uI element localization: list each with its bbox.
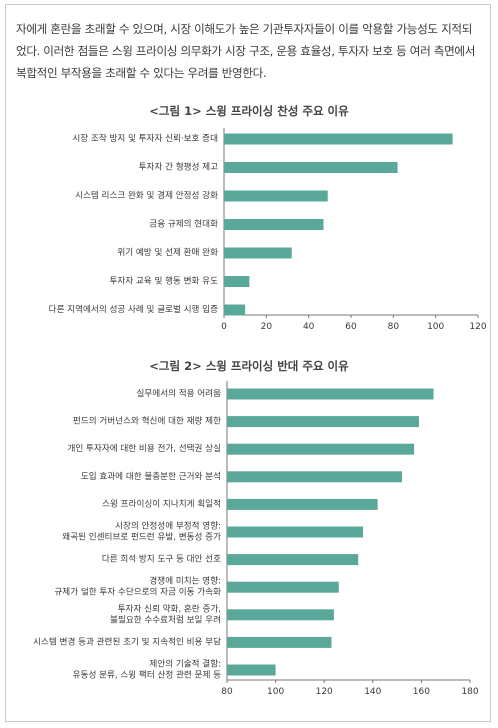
bar xyxy=(224,133,453,145)
x-tick-label: 60 xyxy=(345,322,357,332)
category-label: 경쟁에 미치는 영향: xyxy=(149,575,221,587)
bar xyxy=(227,526,364,538)
category-label: 유동성 분류, 스윙 팩터 산정 관련 문제 등 xyxy=(73,670,221,681)
x-tick-label: 120 xyxy=(469,322,486,332)
x-tick-label: 120 xyxy=(316,687,333,697)
intro-line: 었다. 이러한 점들은 스윙 프라이싱 의무화가 시장 구조, 운용 효율성, … xyxy=(16,44,476,58)
category-label: 다른 희석 방지 도구 등 대안 선호 xyxy=(102,553,221,565)
x-tick-label: 100 xyxy=(427,322,444,332)
bar xyxy=(227,471,402,483)
category-label: 투자자 교육 및 행동 변화 유도 xyxy=(109,275,218,287)
intro-line: 자에게 혼란을 초래할 수 있으며, 시장 이해도가 높은 기관투자자들이 이를… xyxy=(16,22,473,36)
category-label: 투자자 신뢰 약화, 혼란 증가, xyxy=(118,602,221,614)
intro-line: 복합적인 부작용을 초래할 수 있다는 우려를 반영한다. xyxy=(16,66,267,80)
bar xyxy=(227,443,415,455)
x-tick-label: 140 xyxy=(364,687,381,697)
bar xyxy=(227,554,359,566)
category-label: 시스템 리스크 완화 및 경제 안정성 강화 xyxy=(75,189,218,201)
bar xyxy=(227,664,276,676)
x-tick-label: 80 xyxy=(221,687,233,697)
category-label: 펀드의 거버넌스와 혁신에 대한 재량 제한 xyxy=(73,415,221,427)
category-label: 시스템 변경 등과 관련된 초기 및 지속적인 비용 부담 xyxy=(33,635,221,647)
bar xyxy=(224,276,250,287)
bar xyxy=(227,416,419,428)
category-label: 위기 예방 및 선제 환매 완화 xyxy=(117,246,218,258)
category-label: 투자자 간 형평성 제고 xyxy=(139,162,218,173)
bar xyxy=(224,304,246,316)
category-label: 스윙 프라이싱이 지나치게 획일적 xyxy=(102,497,221,509)
bar xyxy=(227,581,339,593)
category-label: 시장 조작 방지 및 투자자 신뢰·보호 증대 xyxy=(72,132,218,144)
x-tick-label: 40 xyxy=(303,322,315,332)
bar xyxy=(227,388,434,400)
x-tick-label: 100 xyxy=(267,687,284,697)
bar xyxy=(224,247,292,259)
bar xyxy=(224,190,328,202)
bar xyxy=(227,498,378,510)
bar xyxy=(227,609,334,621)
chart-1-title: <그림 1> 스윙 프라이싱 찬성 주요 이유 xyxy=(149,104,349,118)
category-label: 개인 투자자에 대한 비용 전가, 선택권 상실 xyxy=(67,442,221,454)
x-tick-label: 0 xyxy=(221,322,227,332)
category-label: 다른 지역에서의 성공 사례 및 글로벌 시행 입증 xyxy=(49,303,218,315)
category-label: 금융 규제의 현대화 xyxy=(149,219,218,230)
content-frame xyxy=(5,4,491,722)
category-label: 불필요한 수수료처럼 보일 우려 xyxy=(110,613,221,625)
x-tick-label: 20 xyxy=(261,322,273,332)
category-label: 규제가 덜한 투자 수단으로의 자금 이동 가속화 xyxy=(54,586,221,598)
x-tick-label: 180 xyxy=(461,687,478,697)
x-tick-label: 80 xyxy=(388,322,400,332)
category-label: 왜곡된 인센티브로 펀드런 유발, 변동성 증가 xyxy=(62,531,221,543)
category-label: 실무에서의 적용 어려움 xyxy=(136,387,221,399)
category-label: 제안의 기술적 결함: xyxy=(149,658,221,670)
category-label: 도입 효과에 대한 불충분한 근거와 분석 xyxy=(81,470,221,482)
bar xyxy=(227,636,332,648)
x-tick-label: 160 xyxy=(413,687,430,697)
bar xyxy=(224,219,324,230)
category-label: 시장의 안정성에 부정적 영향: xyxy=(115,520,221,532)
bar xyxy=(224,162,398,173)
intro-paragraph: 자에게 혼란을 초래할 수 있으며, 시장 이해도가 높은 기관투자자들이 이를… xyxy=(16,18,486,84)
chart-2-title: <그림 2> 스윙 프라이싱 반대 주요 이유 xyxy=(149,359,349,373)
